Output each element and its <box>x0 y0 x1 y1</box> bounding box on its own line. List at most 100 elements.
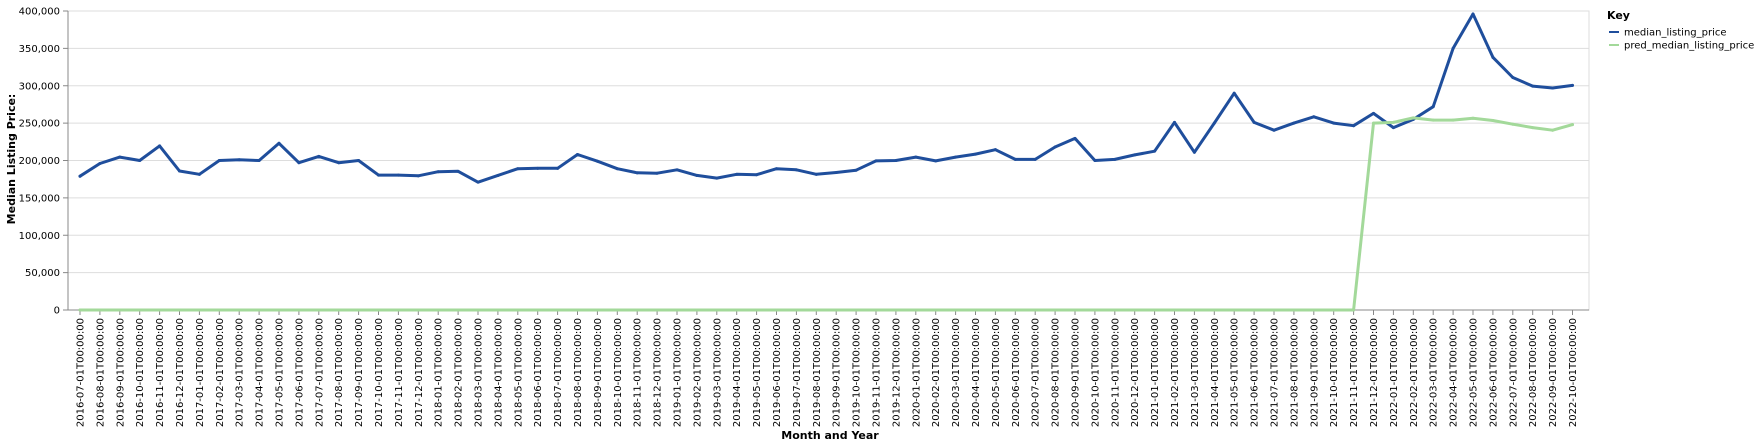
x-tick-label: 2019-05-01T00:00:00 <box>752 318 763 427</box>
y-tick-label: 400,000 <box>19 7 60 18</box>
data-point <box>1232 91 1236 95</box>
data-point <box>1173 120 1176 124</box>
data-point <box>1372 121 1375 125</box>
data-point <box>675 168 679 172</box>
data-point <box>1451 46 1455 50</box>
data-point <box>755 308 759 312</box>
y-axis: 0 50,000 100,000 150,000 200,000 250,000 300,0… <box>19 7 69 317</box>
x-tick-label: 2022-03-01T00:00:00 <box>1429 318 1440 427</box>
x-tick-label: 2018-06-01T00:00:00 <box>533 318 544 427</box>
data-point <box>1133 153 1137 157</box>
x-axis-title: Month and Year <box>781 429 879 442</box>
x-tick-label: 2017-12-01T00:00:00 <box>414 318 425 427</box>
data-point <box>576 308 579 312</box>
data-point <box>1013 308 1017 312</box>
x-tick-label: 2016-07-01T00:00:00 <box>76 318 87 427</box>
x-tick-label: 2020-11-01T00:00:00 <box>1110 318 1121 427</box>
data-point <box>1093 159 1097 162</box>
x-tick-label: 2021-08-01T00:00:00 <box>1289 318 1300 427</box>
data-point <box>476 180 480 184</box>
x-tick-label: 2017-09-01T00:00:00 <box>354 318 365 427</box>
data-point <box>1252 120 1256 124</box>
x-tick-label: 2021-03-01T00:00:00 <box>1190 318 1201 427</box>
x-tick-label: 2020-08-01T00:00:00 <box>1051 318 1062 427</box>
data-point <box>974 308 977 312</box>
data-point <box>377 308 380 312</box>
x-tick-label: 2022-09-01T00:00:00 <box>1548 318 1559 427</box>
x-tick-label: 2022-04-01T00:00:00 <box>1449 318 1460 427</box>
x-tick-label: 2021-11-01T00:00:00 <box>1349 318 1360 427</box>
data-point <box>715 308 719 312</box>
x-tick-label: 2016-09-01T00:00:00 <box>115 318 126 427</box>
data-point <box>98 308 102 312</box>
x-tick-label: 2019-07-01T00:00:00 <box>792 318 803 427</box>
data-point <box>297 161 301 165</box>
data-point <box>1173 308 1176 312</box>
data-point <box>436 170 440 174</box>
data-point <box>834 308 838 312</box>
series-line-median_listing_price <box>78 12 1574 184</box>
data-point <box>834 170 838 174</box>
data-point <box>98 161 102 165</box>
x-tick-label: 2016-08-01T00:00:00 <box>95 318 106 427</box>
x-tick-label: 2021-07-01T00:00:00 <box>1270 318 1281 427</box>
data-point <box>1332 308 1336 312</box>
data-point <box>894 308 898 312</box>
data-point <box>1471 12 1475 16</box>
data-point <box>1391 126 1395 130</box>
x-tick-label: 2018-12-01T00:00:00 <box>653 318 664 427</box>
y-tick-label: 50,000 <box>25 268 60 279</box>
data-point <box>914 308 918 312</box>
x-tick-label: 2022-10-01T00:00:00 <box>1568 318 1579 427</box>
x-tick-label: 2019-11-01T00:00:00 <box>872 318 883 427</box>
data-point <box>974 152 977 156</box>
data-point <box>1073 308 1077 312</box>
data-point <box>496 173 500 177</box>
data-point <box>934 308 938 312</box>
data-point <box>1511 122 1515 126</box>
x-tick-label: 2017-03-01T00:00:00 <box>235 318 246 427</box>
data-point <box>516 167 520 171</box>
x-tick-label: 2017-11-01T00:00:00 <box>394 318 405 427</box>
x-tick-label: 2022-06-01T00:00:00 <box>1488 318 1499 427</box>
data-point <box>396 173 400 177</box>
x-tick-label: 2020-10-01T00:00:00 <box>1090 318 1101 427</box>
data-point <box>1451 118 1455 122</box>
data-point <box>1352 124 1356 128</box>
data-point <box>1551 86 1555 90</box>
data-point <box>715 176 719 180</box>
x-tick-label: 2017-05-01T00:00:00 <box>275 318 286 427</box>
data-point <box>78 308 82 312</box>
data-point <box>337 161 341 165</box>
data-point <box>1352 308 1356 312</box>
x-tick-label: 2022-08-01T00:00:00 <box>1528 318 1539 427</box>
x-tick-label: 2021-05-01T00:00:00 <box>1230 318 1241 427</box>
data-point <box>1053 145 1057 149</box>
data-point <box>257 159 261 162</box>
data-point <box>914 155 918 159</box>
data-point <box>1411 116 1415 120</box>
x-axis: 2016-07-01T00:00:00 2016-08-01T00:00:00 20… <box>68 309 1589 427</box>
data-point <box>615 308 619 312</box>
x-tick-label: 2022-02-01T00:00:00 <box>1409 318 1420 427</box>
x-tick-label: 2021-06-01T00:00:00 <box>1250 318 1261 427</box>
x-tick-label: 2022-01-01T00:00:00 <box>1389 318 1400 427</box>
data-point <box>476 308 480 312</box>
data-point <box>1551 128 1555 132</box>
x-tick-label: 2021-12-01T00:00:00 <box>1369 318 1380 427</box>
data-point <box>317 154 321 158</box>
data-point <box>954 308 958 312</box>
data-point <box>556 166 560 170</box>
data-point <box>854 308 858 312</box>
data-point <box>695 308 699 312</box>
data-point <box>775 167 778 171</box>
x-tick-label: 2020-09-01T00:00:00 <box>1071 318 1082 427</box>
data-point <box>874 159 878 163</box>
data-point <box>1133 308 1137 312</box>
data-point <box>675 308 679 312</box>
x-tick-label: 2017-08-01T00:00:00 <box>334 318 345 427</box>
y-tick-label: 350,000 <box>19 44 60 55</box>
data-point <box>854 168 858 172</box>
data-point <box>1033 157 1037 161</box>
